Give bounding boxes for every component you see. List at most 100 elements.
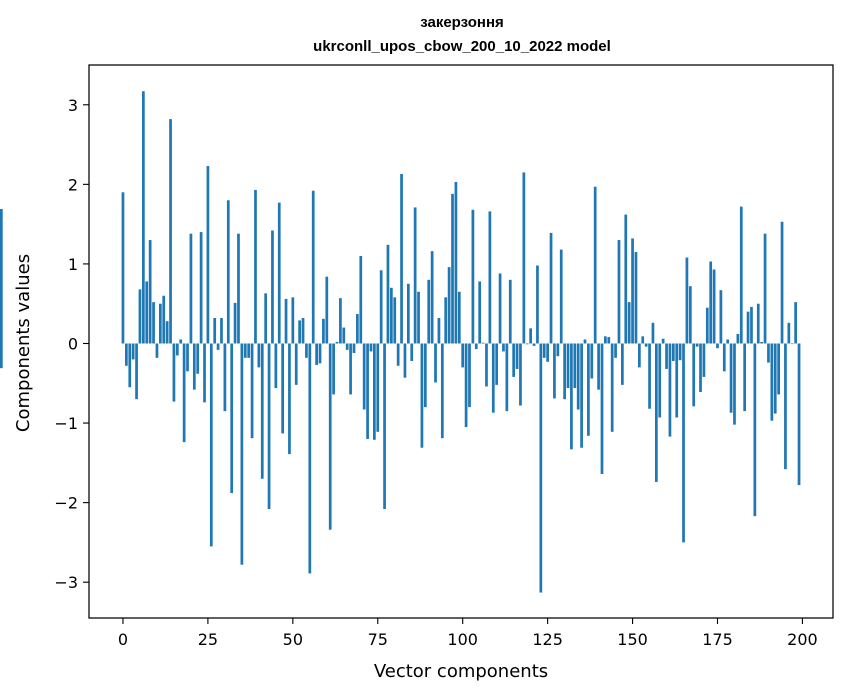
bar	[699, 343, 702, 393]
bar	[155, 343, 159, 358]
bar	[332, 343, 335, 395]
bar	[668, 343, 672, 437]
bar	[301, 318, 305, 344]
bar	[250, 343, 254, 439]
bar	[570, 343, 573, 450]
bar	[427, 279, 431, 344]
bar	[366, 343, 369, 439]
bar	[230, 343, 234, 494]
bar	[671, 343, 675, 361]
bar	[468, 343, 471, 408]
bar	[587, 343, 590, 436]
bar	[478, 281, 482, 344]
bar	[780, 221, 784, 344]
bar	[641, 336, 645, 344]
bar	[264, 293, 268, 344]
bar	[386, 244, 390, 344]
bar	[736, 333, 740, 344]
bar	[288, 343, 291, 455]
bars-group	[0, 91, 801, 593]
bar	[220, 318, 223, 344]
bar	[315, 343, 318, 365]
plot-frame	[88, 64, 834, 619]
bar	[393, 297, 397, 344]
bar	[135, 343, 138, 400]
bar	[753, 343, 757, 517]
bar	[138, 289, 142, 344]
x-tick-label: 200	[787, 630, 818, 649]
bar	[373, 343, 376, 440]
bar	[712, 269, 716, 344]
bar	[322, 318, 325, 344]
bar	[512, 343, 516, 377]
bar	[559, 249, 563, 344]
bar	[420, 343, 424, 448]
bar	[621, 343, 624, 385]
bar	[634, 251, 638, 344]
y-tick-label: −1	[54, 414, 78, 433]
bar	[335, 341, 339, 344]
bar	[576, 343, 580, 410]
bar	[186, 343, 189, 372]
bar	[451, 193, 454, 344]
bar	[614, 343, 617, 358]
bar	[213, 318, 217, 344]
bar	[396, 343, 400, 366]
bar	[247, 343, 251, 358]
y-tick-label: −3	[54, 573, 78, 592]
bar	[352, 343, 356, 354]
bar	[142, 91, 145, 344]
bar	[604, 336, 607, 344]
bar	[308, 343, 312, 574]
bar	[0, 343, 3, 369]
bar	[702, 343, 706, 377]
bar	[203, 343, 206, 403]
x-tick-label: 0	[118, 630, 128, 649]
bar	[267, 343, 271, 509]
bar	[209, 343, 213, 547]
bar	[165, 321, 169, 344]
bar	[790, 343, 794, 345]
bar	[257, 343, 261, 368]
bar	[580, 343, 583, 448]
bar	[583, 339, 587, 344]
bar	[440, 343, 444, 439]
bar	[281, 343, 284, 434]
x-tick-label: 125	[532, 630, 563, 649]
bar	[539, 343, 543, 593]
bar	[600, 343, 604, 474]
bar	[325, 276, 329, 344]
bar	[226, 200, 230, 344]
bar	[294, 343, 298, 385]
x-tick-label: 150	[617, 630, 648, 649]
bar	[362, 343, 366, 410]
bar	[0, 209, 3, 344]
bar	[709, 261, 713, 344]
bar	[553, 343, 556, 399]
bar	[305, 343, 308, 358]
y-tick-label: 2	[68, 175, 78, 194]
bar	[128, 343, 132, 388]
bar	[148, 240, 152, 344]
bar	[328, 343, 332, 530]
y-axis-label: Components values	[13, 254, 34, 432]
bar	[175, 343, 179, 356]
bar	[481, 342, 485, 344]
bar	[158, 303, 162, 344]
bar	[406, 283, 410, 344]
bar	[457, 291, 461, 344]
bar	[617, 240, 621, 344]
bar	[488, 211, 492, 344]
bar	[485, 343, 488, 387]
bar	[726, 339, 730, 344]
bar	[685, 257, 689, 344]
y-tick-label: −2	[54, 494, 78, 513]
bar	[274, 343, 278, 389]
bar	[631, 238, 634, 344]
bar	[729, 343, 733, 413]
bar	[447, 267, 451, 344]
bar	[277, 202, 281, 344]
bar	[624, 214, 628, 344]
bar	[284, 298, 288, 344]
bar	[692, 343, 696, 407]
